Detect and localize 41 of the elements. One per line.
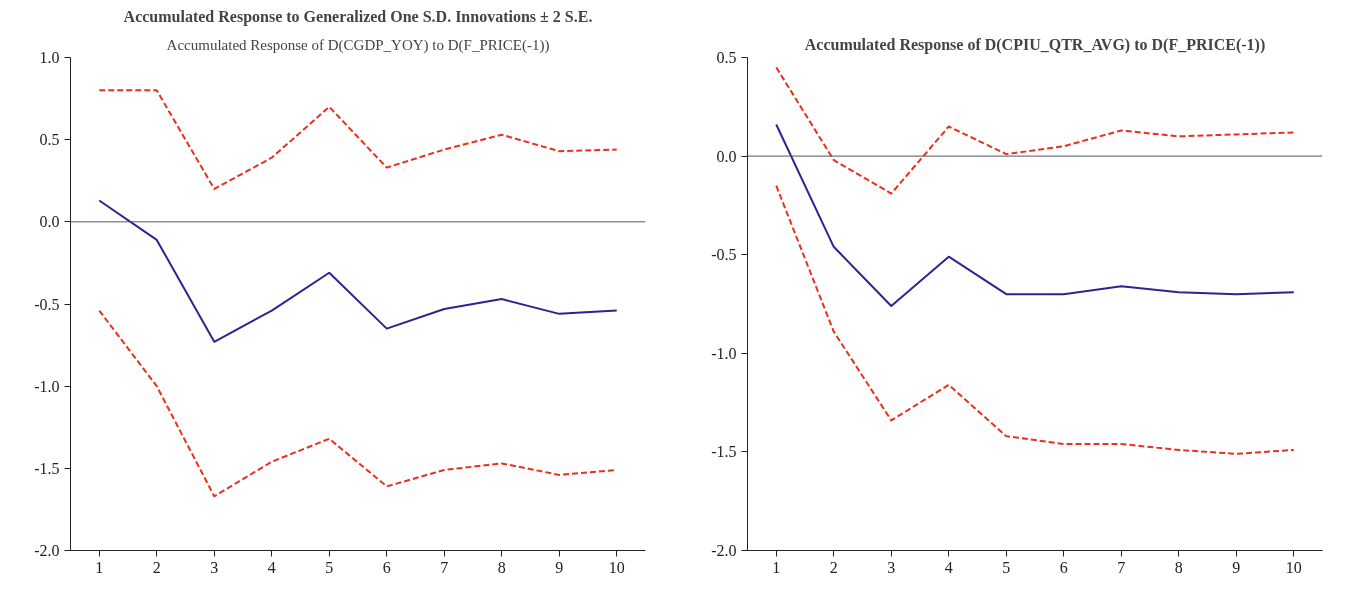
- x-tick-label: 9: [555, 558, 564, 576]
- x-tick-label: 2: [152, 558, 161, 576]
- x-tick-label: 8: [1174, 558, 1183, 576]
- x-tick-label: 10: [608, 558, 625, 576]
- y-tick-label: 0.5: [39, 131, 60, 149]
- x-tick-label: 8: [497, 558, 506, 576]
- line-series: [775, 66, 1295, 195]
- line-series: [775, 123, 1295, 307]
- y-tick-label: -0.5: [34, 295, 60, 313]
- x-tick-label: 5: [1002, 558, 1011, 576]
- x-tick-label: 6: [382, 558, 391, 576]
- y-tick-label: -2.0: [711, 542, 737, 559]
- x-tick-label: 4: [944, 558, 953, 576]
- chart-subtitle: Accumulated Response of D(CGDP_YOY) to D(F_PRICE(-1)): [166, 36, 550, 54]
- x-tick-label: 7: [1117, 558, 1126, 576]
- line-series: [98, 89, 618, 190]
- y-tick-label: -2.0: [34, 542, 60, 559]
- y-tick-label: -1.0: [711, 344, 737, 362]
- x-tick-label: 4: [267, 558, 276, 576]
- y-tick-label: 0.0: [39, 213, 60, 231]
- x-tick-label: 7: [440, 558, 449, 576]
- x-tick-label: 3: [210, 558, 219, 576]
- x-tick-label: 9: [1232, 558, 1241, 576]
- x-tick-label: 3: [887, 558, 896, 576]
- x-tick-label: 10: [1285, 558, 1302, 576]
- y-tick-label: 0.0: [716, 147, 737, 165]
- x-tick-label: 1: [772, 558, 781, 576]
- y-tick-label: -0.5: [711, 246, 737, 264]
- line-series: [98, 199, 618, 343]
- line-series: [775, 184, 1295, 455]
- chart-title: Accumulated Response to Generalized One S.D. Innovations ± 2 S.E.: [123, 7, 593, 26]
- x-tick-label: 5: [325, 558, 334, 576]
- y-tick-label: -1.0: [34, 377, 60, 395]
- y-tick-label: 1.0: [39, 49, 60, 66]
- x-tick-label: 2: [829, 558, 838, 576]
- y-tick-label: 0.5: [716, 49, 737, 66]
- y-tick-label: -1.5: [711, 443, 737, 461]
- x-tick-label: 1: [95, 558, 104, 576]
- chart-title: Accumulated Response of D(CPIU_QTR_AVG) to D(F_PRICE(-1)): [804, 35, 1266, 54]
- y-tick-label: -1.5: [34, 459, 60, 477]
- x-tick-label: 6: [1059, 558, 1068, 576]
